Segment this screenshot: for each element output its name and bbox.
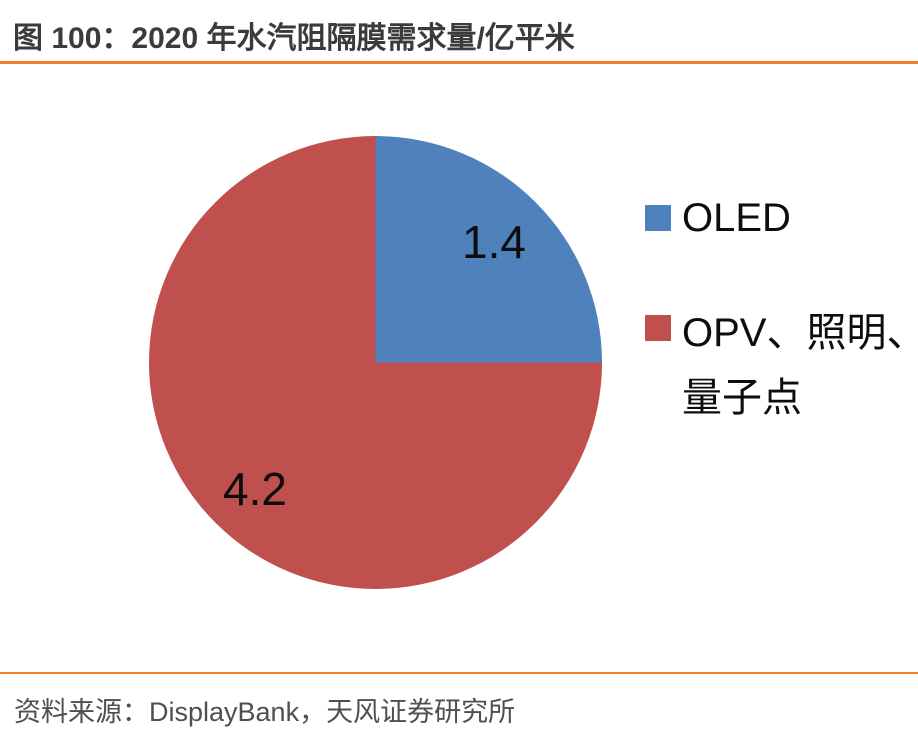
source-note: 资料来源：DisplayBank，天风证券研究所 <box>14 697 516 727</box>
legend-label-opv: OPV、照明、 量子点 <box>682 301 918 431</box>
legend-swatch-opv <box>645 315 671 341</box>
legend-label-opv-line2: 量子点 <box>682 376 802 420</box>
legend-label-oled: OLED <box>682 196 791 240</box>
legend-label-opv-line1: OPV、照明、 <box>682 311 918 355</box>
title-divider-line <box>0 61 918 64</box>
pie-chart <box>149 136 602 589</box>
pie-value-label-oled: 1.4 <box>462 216 526 268</box>
legend-swatch-oled <box>645 205 671 231</box>
figure-title: 图 100：2020 年水汽阻隔膜需求量/亿平米 <box>13 22 575 55</box>
source-divider-line <box>0 672 918 674</box>
pie-value-label-opv: 4.2 <box>223 463 287 515</box>
